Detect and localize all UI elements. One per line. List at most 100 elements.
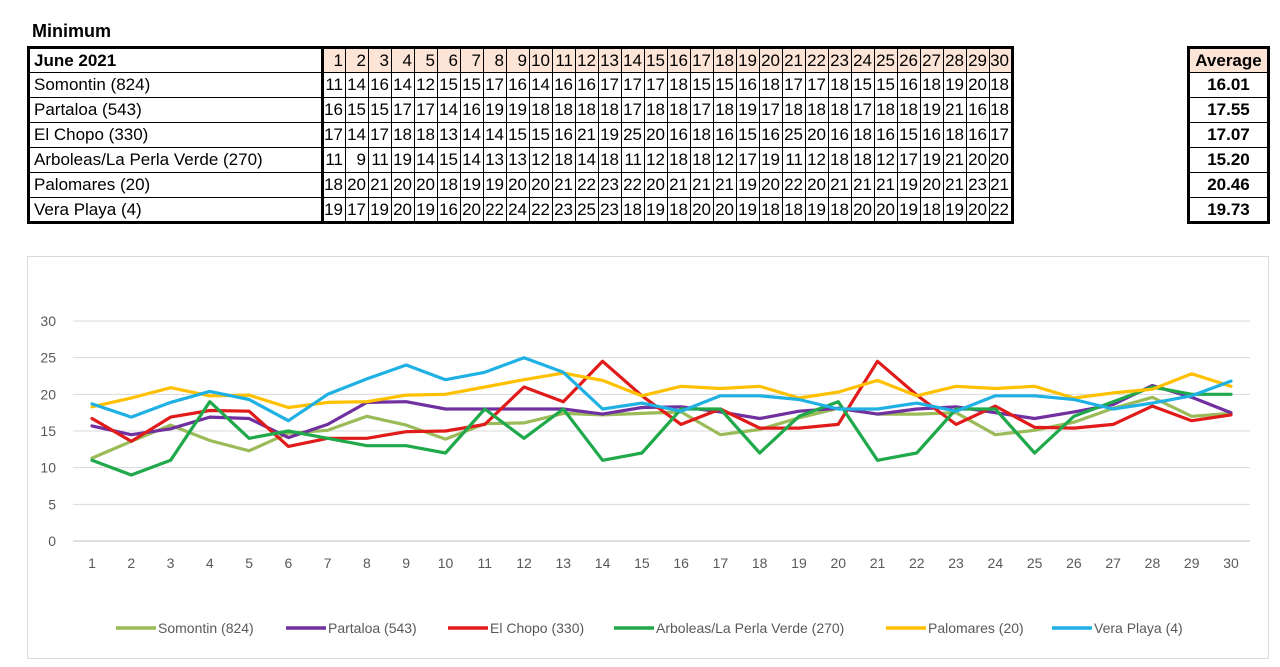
value-cell: 11 (621, 147, 645, 173)
value-cell: 14 (529, 72, 553, 98)
y-tick-label: 15 (40, 423, 56, 439)
value-cell: 15 (437, 147, 461, 173)
average-header-row: Average (1188, 47, 1269, 73)
average-row: 20.46 (1188, 172, 1269, 198)
value-cell: 17 (989, 122, 1013, 148)
value-cell: 18 (667, 72, 691, 98)
value-cell: 17 (897, 147, 921, 173)
value-cell: 16 (897, 72, 921, 98)
day-header-cell: 1 (321, 47, 346, 73)
value-cell: 21 (943, 172, 967, 198)
value-cell: 21 (943, 147, 967, 173)
day-header-cell: 17 (690, 47, 714, 73)
value-cell: 19 (736, 197, 760, 223)
value-cell: 20 (690, 197, 714, 223)
value-cell: 12 (874, 147, 898, 173)
value-cell: 22 (575, 172, 599, 198)
value-cell: 16 (828, 122, 852, 148)
value-cell: 11 (368, 147, 392, 173)
value-cell: 17 (345, 197, 369, 223)
legend-label: Vera Playa (4) (1094, 620, 1183, 636)
x-tick-label: 9 (402, 555, 410, 571)
day-header-cell: 3 (368, 47, 392, 73)
value-cell: 22 (989, 197, 1013, 223)
value-cell: 24 (506, 197, 530, 223)
value-cell: 13 (506, 147, 530, 173)
value-cell: 20 (644, 172, 668, 198)
value-cell: 17 (598, 72, 622, 98)
value-cell: 20 (414, 172, 438, 198)
value-cell: 16 (667, 122, 691, 148)
value-cell: 25 (621, 122, 645, 148)
value-cell: 16 (736, 72, 760, 98)
day-header-cell: 10 (529, 47, 553, 73)
value-cell: 15 (851, 72, 875, 98)
x-tick-label: 20 (830, 555, 846, 571)
value-cell: 19 (506, 97, 530, 123)
value-cell: 19 (460, 172, 484, 198)
value-cell: 20 (989, 147, 1013, 173)
x-tick-label: 12 (516, 555, 532, 571)
value-cell: 18 (437, 172, 461, 198)
average-value-cell: 20.46 (1188, 172, 1269, 198)
day-header-cell: 23 (828, 47, 852, 73)
value-cell: 15 (345, 97, 369, 123)
day-header-cell: 9 (506, 47, 530, 73)
value-cell: 14 (575, 147, 599, 173)
value-cell: 21 (943, 97, 967, 123)
value-cell: 19 (321, 197, 346, 223)
day-header-cell: 16 (667, 47, 691, 73)
x-tick-label: 17 (713, 555, 729, 571)
y-tick-label: 25 (40, 350, 56, 366)
site-name-cell: Arboleas/La Perla Verde (270) (28, 147, 323, 173)
value-cell: 18 (920, 197, 944, 223)
value-cell: 18 (782, 197, 806, 223)
average-row: 16.01 (1188, 72, 1269, 98)
value-cell: 17 (621, 97, 645, 123)
table-row: Palomares (20) 18 20 21 20 20 18 19 19 20 20 21 22 23… (28, 172, 1013, 198)
value-cell: 17 (782, 72, 806, 98)
value-cell: 23 (598, 197, 622, 223)
table-header-row: June 2021 1 2 3 4 5 6 7 8 9 10 11 12 13 14 15 16 17 18 19 20… (28, 47, 1013, 73)
x-tick-label: 7 (324, 555, 332, 571)
value-cell: 20 (805, 122, 829, 148)
day-header-cell: 2 (345, 47, 369, 73)
value-cell: 19 (805, 197, 829, 223)
value-cell: 17 (736, 147, 760, 173)
value-cell: 14 (345, 122, 369, 148)
value-cell: 19 (943, 72, 967, 98)
day-header-cell: 8 (483, 47, 507, 73)
series-line (90, 385, 1233, 477)
value-cell: 18 (805, 97, 829, 123)
site-name-cell: Somontin (824) (28, 72, 323, 98)
value-cell: 19 (391, 147, 415, 173)
table-row: Arboleas/La Perla Verde (270) 11 9 11 19 14 15… (28, 147, 1013, 173)
value-cell: 18 (782, 97, 806, 123)
value-cell: 11 (321, 72, 346, 98)
value-cell: 19 (736, 172, 760, 198)
value-cell: 18 (828, 147, 852, 173)
x-tick-label: 25 (1027, 555, 1043, 571)
value-cell: 22 (483, 197, 507, 223)
x-tick-label: 13 (556, 555, 572, 571)
value-cell: 20 (529, 172, 553, 198)
value-cell: 19 (759, 147, 783, 173)
value-cell: 20 (966, 147, 990, 173)
value-cell: 11 (782, 147, 806, 173)
value-cell: 22 (782, 172, 806, 198)
average-value-cell: 16.01 (1188, 72, 1269, 98)
average-value-cell: 15.20 (1188, 147, 1269, 173)
x-tick-label: 14 (595, 555, 611, 571)
value-cell: 18 (552, 147, 576, 173)
value-cell: 20 (506, 172, 530, 198)
table-row: El Chopo (330) 17 14 17 18 18 13 14 14 15 15 16 21 19… (28, 122, 1013, 148)
site-name-cell: Vera Playa (4) (28, 197, 323, 223)
value-cell: 15 (897, 122, 921, 148)
value-cell: 18 (598, 147, 622, 173)
value-cell: 18 (690, 122, 714, 148)
value-cell: 15 (713, 72, 737, 98)
value-cell: 18 (529, 97, 553, 123)
average-row: 19.73 (1188, 197, 1269, 223)
value-cell: 16 (460, 97, 484, 123)
site-name-cell: Partaloa (543) (28, 97, 323, 123)
